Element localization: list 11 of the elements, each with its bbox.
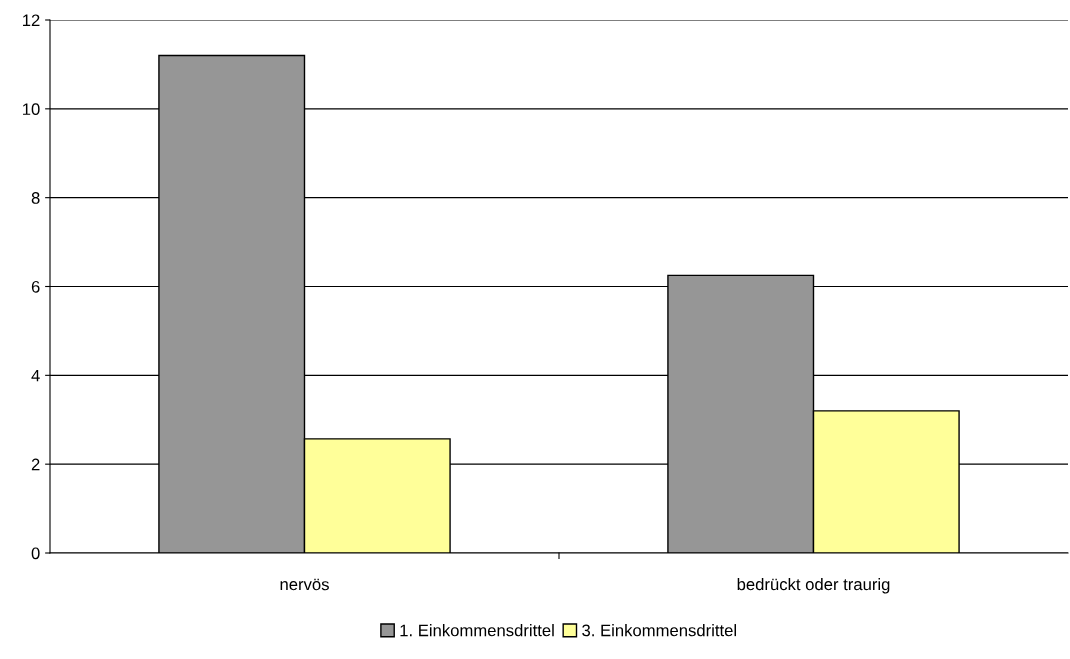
y-tick-label: 6: [31, 280, 40, 293]
y-tick-label: 8: [31, 192, 40, 204]
x-tick-label: nervös: [280, 578, 329, 591]
y-tick-label: 10: [23, 103, 40, 116]
y-tick-label: 2: [31, 458, 40, 471]
x-tick-label: bedrückt oder traurig: [737, 578, 890, 594]
legend-label: 1. Einkommensdrittel: [400, 624, 554, 637]
y-tick-label: 0: [31, 547, 40, 560]
y-tick-label: 4: [31, 369, 40, 382]
legend-label: 3. Einkommensdrittel: [582, 624, 736, 637]
y-tick-label: 12: [23, 14, 40, 27]
